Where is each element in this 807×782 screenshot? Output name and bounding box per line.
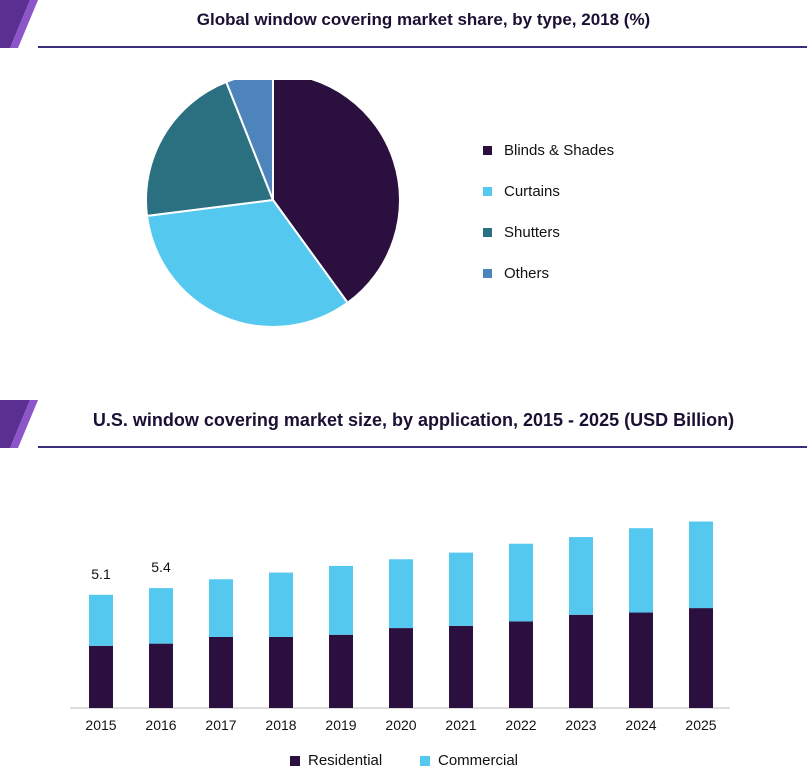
x-tick-label: 2018 xyxy=(265,717,296,733)
legend-label: Others xyxy=(504,265,550,282)
bar-commercial-2017 xyxy=(209,579,233,637)
bar-residential-2025 xyxy=(689,608,713,708)
legend-swatch xyxy=(483,228,492,237)
bar-commercial-2023 xyxy=(569,537,593,615)
legend-item: Blinds & Shades xyxy=(483,142,614,183)
legend-swatch xyxy=(483,146,492,155)
bar-residential-2020 xyxy=(389,628,413,708)
bar-residential-2024 xyxy=(629,612,653,708)
x-tick-label: 2025 xyxy=(685,717,716,733)
bar-commercial-2024 xyxy=(629,528,653,613)
header-corner-decoration xyxy=(0,0,38,48)
bar-residential-2017 xyxy=(209,636,233,708)
legend-label: Blinds & Shades xyxy=(504,142,615,159)
legend-item: Commercial xyxy=(420,752,518,769)
bar-residential-2021 xyxy=(449,625,473,708)
header-rule xyxy=(38,446,807,448)
bar-commercial-2016 xyxy=(149,588,173,644)
pie-legend: Blinds & Shades Curtains Shutters Others xyxy=(483,142,614,306)
pie-slice-curtains xyxy=(145,198,350,328)
bar-commercial-2020 xyxy=(389,559,413,629)
x-tick-label: 2021 xyxy=(445,717,476,733)
legend-item: Shutters xyxy=(483,224,614,265)
bar-chart-title: U.S. window covering market size, by app… xyxy=(92,410,735,430)
bar-residential-2023 xyxy=(569,614,593,708)
bar-commercial-2021 xyxy=(449,552,473,626)
legend-swatch xyxy=(290,755,300,766)
legend-label: Residential xyxy=(308,752,383,769)
legend-item: Residential xyxy=(290,752,382,769)
bar-data-label: 5.4 xyxy=(151,559,171,575)
legend-label: Shutters xyxy=(504,224,560,241)
pie-slice-blinds-shades xyxy=(272,80,401,305)
header-corner-decoration xyxy=(0,400,38,448)
x-tick-label: 2016 xyxy=(145,717,176,733)
bar-residential-2015 xyxy=(89,645,113,708)
bar-commercial-2019 xyxy=(329,565,353,635)
legend-label: Commercial xyxy=(438,752,519,769)
bar-residential-2019 xyxy=(329,634,353,708)
x-tick-label: 2023 xyxy=(565,717,596,733)
legend-swatch xyxy=(483,269,492,278)
legend-item: Others xyxy=(483,265,614,306)
bar-residential-2022 xyxy=(509,621,533,708)
legend-item: Curtains xyxy=(483,183,614,224)
pie-chart-title: Global window covering market share, by … xyxy=(196,10,651,29)
bar-commercial-2022 xyxy=(509,543,533,622)
bar-commercial-2015 xyxy=(89,594,113,646)
header-rule xyxy=(38,46,807,48)
bar-chart-header: U.S. window covering market size, by app… xyxy=(0,400,807,448)
pie-slice-shutters xyxy=(145,80,275,218)
bar-commercial-2025 xyxy=(689,521,713,609)
pie-slice-others xyxy=(224,80,274,201)
legend-swatch xyxy=(483,187,492,196)
x-tick-label: 2022 xyxy=(505,717,536,733)
bar-residential-2018 xyxy=(269,636,293,708)
pie-chart-header: Global window covering market share, by … xyxy=(0,0,807,48)
legend-label: Curtains xyxy=(504,183,560,200)
bar-residential-2016 xyxy=(149,643,173,708)
bar-commercial-2018 xyxy=(269,572,293,637)
x-tick-label: 2015 xyxy=(85,717,116,733)
bar-data-label: 5.1 xyxy=(91,566,111,582)
x-tick-label: 2024 xyxy=(625,717,656,733)
x-tick-label: 2017 xyxy=(205,717,236,733)
x-tick-label: 2020 xyxy=(385,717,416,733)
x-tick-label: 2019 xyxy=(325,717,356,733)
legend-swatch xyxy=(420,755,430,766)
stacked-bar-chart: 2015 5.1 2016 5.4 2017 2018 2019 2020 2021 2022 20… xyxy=(70,521,730,733)
pie-chart xyxy=(145,80,401,328)
